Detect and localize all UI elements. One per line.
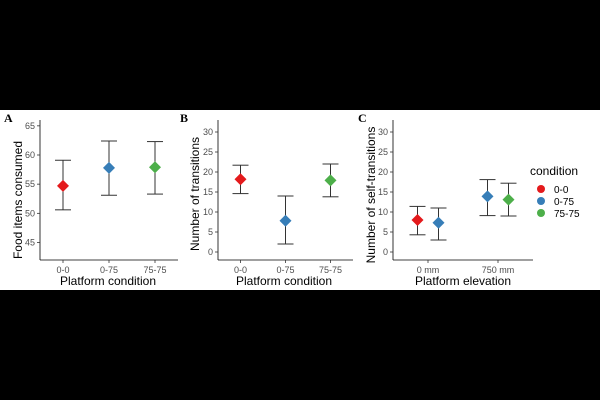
- panel-a-x-tick-label: 0-75: [100, 265, 118, 275]
- panel-c-x-tick-label: 750 mm: [482, 265, 515, 275]
- panel-c-y-tick-label: 0: [383, 247, 388, 257]
- panel-b-point-75-75: [324, 174, 337, 187]
- panel-b-y-tick-label: 0: [208, 247, 213, 257]
- panel-a-point-0-0: [57, 179, 69, 192]
- legend-swatch-0-75: [537, 197, 545, 205]
- panel-b-letter: B: [180, 111, 188, 125]
- panel-a-point-75-75: [149, 161, 161, 174]
- panel-b-xlabel: Platform condition: [236, 274, 332, 288]
- panel-b-y-tick-label: 25: [203, 147, 213, 157]
- panel-c-xlabel: Platform elevation: [415, 274, 511, 288]
- panel-b-y-tick-label: 15: [203, 187, 213, 197]
- legend-swatch-0-0: [537, 185, 545, 193]
- panel-c-letter: C: [358, 111, 367, 125]
- legend-label-75-75: 75-75: [554, 209, 580, 220]
- panel-a-y-tick-label: 65: [25, 121, 35, 131]
- panel-c-point-75-75: [502, 193, 515, 206]
- panel-c-point-0-0: [411, 214, 424, 226]
- panel-a-y-tick-label: 60: [25, 150, 35, 160]
- panel-a-xlabel: Platform condition: [60, 274, 156, 288]
- panel-b-y-tick-label: 20: [203, 167, 213, 177]
- figure: A B C Platform condition Food items cons…: [0, 110, 600, 290]
- panel-b-point-0-0: [234, 173, 247, 186]
- panel-c-ylabel: Number of self-transitions: [364, 127, 378, 264]
- panel-a-ylabel: Food items consumed: [11, 141, 25, 259]
- panel-b-x-tick-label: 0-75: [276, 265, 294, 275]
- panel-b-point-0-75: [279, 214, 292, 227]
- panel-a-y-tick-label: 45: [25, 238, 35, 248]
- panel-a-point-0-75: [103, 161, 115, 174]
- panel-c-y-tick-label: 20: [378, 167, 388, 177]
- legend-title: condition: [530, 164, 578, 178]
- panel-c-x-tick-label: 0 mm: [417, 265, 440, 275]
- panel-c-y-tick-label: 10: [378, 207, 388, 217]
- panel-c-y-tick-label: 30: [378, 127, 388, 137]
- legend-swatch-75-75: [537, 209, 545, 217]
- panel-b-ylabel: Number of transitions: [188, 137, 202, 251]
- panel-a-x-tick-label: 0-0: [56, 265, 69, 275]
- panel-c-y-tick-label: 15: [378, 187, 388, 197]
- panel-b-x-tick-label: 75-75: [319, 265, 342, 275]
- panel-a-letter: A: [4, 111, 13, 125]
- legend: condition 0-0 0-75 75-75: [530, 164, 580, 220]
- panel-c-y-tick-label: 5: [383, 227, 388, 237]
- panel-c-y-tick-label: 25: [378, 147, 388, 157]
- panel-a-y-tick-label: 50: [25, 208, 35, 218]
- legend-label-0-0: 0-0: [554, 185, 569, 196]
- panel-c-point-0-75: [432, 216, 445, 229]
- panel-a-x-tick-label: 75-75: [143, 265, 166, 275]
- chart-svg: A B C Platform condition Food items cons…: [4, 111, 580, 288]
- panel-c-point-0-75: [481, 190, 494, 203]
- panel-a-y-tick-label: 55: [25, 179, 35, 189]
- panel-b-y-tick-label: 10: [203, 207, 213, 217]
- legend-label-0-75: 0-75: [554, 197, 574, 208]
- panel-b-x-tick-label: 0-0: [234, 265, 247, 275]
- panel-b-y-tick-label: 30: [203, 127, 213, 137]
- panel-b-y-tick-label: 5: [208, 227, 213, 237]
